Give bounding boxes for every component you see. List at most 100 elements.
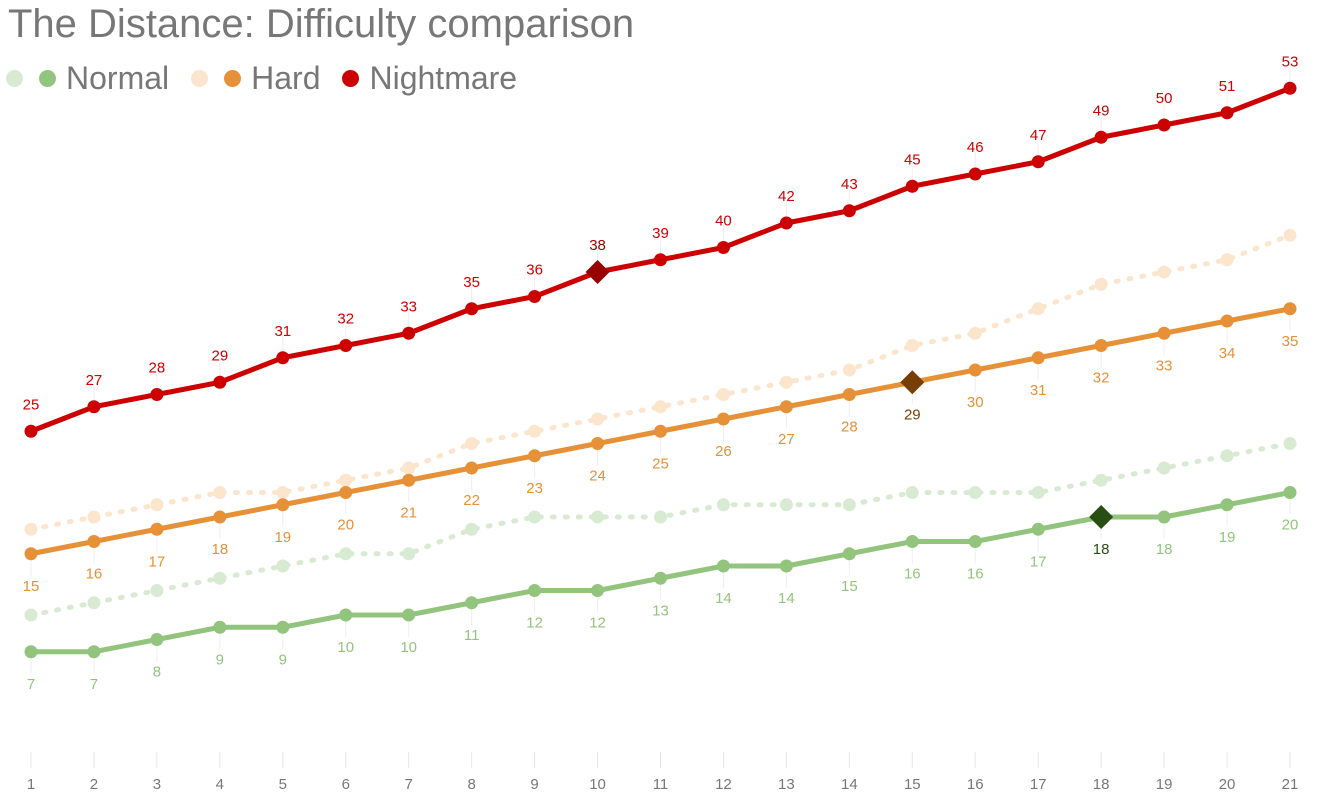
- series-nightmare-point-19[interactable]: [1157, 118, 1171, 132]
- series-normal-point-3[interactable]: [150, 633, 164, 646]
- series-hard-ghost-point-11[interactable]: [654, 400, 667, 414]
- series-nightmare-point-5[interactable]: [276, 351, 290, 365]
- series-normal-ghost-point-1[interactable]: [24, 608, 38, 622]
- series-nightmare-point-9[interactable]: [528, 290, 542, 303]
- series-hard-ghost-point-18[interactable]: [1094, 277, 1108, 291]
- series-hard-point-14[interactable]: [842, 388, 856, 401]
- series-hard-ghost-point-8[interactable]: [465, 437, 479, 450]
- series-hard-point-5[interactable]: [276, 498, 290, 512]
- series-nightmare-point-11[interactable]: [654, 253, 667, 267]
- series-nightmare-point-15[interactable]: [905, 179, 919, 193]
- series-normal-ghost-point-8[interactable]: [465, 522, 479, 536]
- series-normal-point-10[interactable]: [591, 584, 605, 597]
- series-hard-highlight-point-15[interactable]: [900, 370, 925, 395]
- series-nightmare-point-7[interactable]: [402, 326, 416, 340]
- series-hard-ghost-point-12[interactable]: [716, 388, 730, 401]
- legend-item-hard[interactable]: Hard: [191, 60, 320, 97]
- series-nightmare-point-8[interactable]: [465, 302, 479, 316]
- series-normal-point-20[interactable]: [1220, 498, 1234, 512]
- series-hard-point-17[interactable]: [1031, 351, 1045, 365]
- series-hard-ghost-point-7[interactable]: [402, 461, 416, 475]
- series-normal-ghost-point-20[interactable]: [1220, 449, 1234, 463]
- series-normal-point-15[interactable]: [905, 535, 919, 548]
- series-normal-ghost-point-10[interactable]: [591, 510, 605, 524]
- series-hard-ghost-point-5[interactable]: [276, 486, 290, 499]
- series-normal-ghost-point-6[interactable]: [339, 547, 353, 561]
- series-hard-ghost-point-9[interactable]: [528, 424, 542, 438]
- series-normal-ghost-point-16[interactable]: [968, 486, 982, 499]
- series-normal-highlight-point-18[interactable]: [1089, 505, 1114, 529]
- series-normal-ghost-point-2[interactable]: [87, 596, 101, 610]
- series-normal-ghost-point-3[interactable]: [150, 584, 164, 597]
- series-normal-point-12[interactable]: [716, 559, 730, 573]
- series-normal-ghost-point-17[interactable]: [1031, 486, 1045, 499]
- series-normal-point-8[interactable]: [465, 596, 479, 610]
- series-normal-ghost-point-18[interactable]: [1094, 473, 1108, 487]
- series-nightmare-point-1[interactable]: [24, 424, 38, 438]
- series-normal-ghost-point-7[interactable]: [402, 547, 416, 561]
- series-normal-ghost-point-14[interactable]: [842, 498, 856, 512]
- series-normal-ghost-point-13[interactable]: [779, 498, 793, 512]
- series-hard-point-4[interactable]: [213, 510, 227, 524]
- legend-item-nightmare[interactable]: Nightmare: [342, 60, 517, 97]
- series-hard-ghost-point-17[interactable]: [1031, 302, 1045, 316]
- series-nightmare-point-13[interactable]: [779, 216, 793, 230]
- series-hard-point-6[interactable]: [339, 486, 353, 499]
- series-normal-ghost-point-4[interactable]: [213, 571, 227, 585]
- series-hard-point-9[interactable]: [528, 449, 542, 463]
- series-nightmare-highlight-point-10[interactable]: [585, 260, 610, 284]
- series-hard-point-16[interactable]: [968, 363, 982, 377]
- series-nightmare-point-16[interactable]: [968, 167, 982, 181]
- series-nightmare-point-4[interactable]: [213, 375, 227, 389]
- series-nightmare-point-21[interactable]: [1283, 81, 1297, 95]
- series-hard-ghost-point-16[interactable]: [968, 326, 982, 340]
- series-nightmare-point-14[interactable]: [842, 204, 856, 218]
- series-hard-ghost-point-2[interactable]: [87, 510, 101, 524]
- series-normal-point-16[interactable]: [968, 535, 982, 548]
- legend-item-normal[interactable]: Normal: [6, 60, 169, 97]
- series-nightmare-point-3[interactable]: [150, 388, 164, 401]
- series-normal-ghost-point-5[interactable]: [276, 559, 290, 573]
- series-normal-ghost-point-11[interactable]: [654, 510, 667, 524]
- series-hard-ghost-point-21[interactable]: [1283, 228, 1297, 242]
- series-hard-point-18[interactable]: [1094, 339, 1108, 352]
- series-normal-point-7[interactable]: [402, 608, 416, 622]
- series-normal-point-14[interactable]: [842, 547, 856, 561]
- series-normal-point-19[interactable]: [1157, 510, 1171, 524]
- series-normal-ghost-point-15[interactable]: [905, 486, 919, 499]
- series-hard-point-3[interactable]: [150, 522, 164, 536]
- series-normal-ghost-point-12[interactable]: [716, 498, 730, 512]
- series-normal-point-11[interactable]: [654, 571, 667, 585]
- series-hard-point-1[interactable]: [24, 547, 38, 561]
- series-nightmare-point-12[interactable]: [716, 241, 730, 254]
- series-hard-ghost-point-3[interactable]: [150, 498, 164, 512]
- series-hard-point-21[interactable]: [1283, 302, 1297, 316]
- series-hard-point-20[interactable]: [1220, 314, 1234, 328]
- series-hard-point-12[interactable]: [716, 412, 730, 426]
- series-hard-ghost-point-20[interactable]: [1220, 253, 1234, 267]
- series-normal-ghost-point-19[interactable]: [1157, 461, 1171, 475]
- series-hard-ghost-point-6[interactable]: [339, 473, 353, 487]
- series-hard-ghost-point-15[interactable]: [905, 339, 919, 352]
- series-normal-point-13[interactable]: [779, 559, 793, 573]
- series-hard-ghost-point-4[interactable]: [213, 486, 227, 499]
- series-nightmare-point-20[interactable]: [1220, 106, 1234, 120]
- series-normal-point-2[interactable]: [87, 645, 101, 659]
- series-hard-point-13[interactable]: [779, 400, 793, 414]
- series-hard-ghost-point-10[interactable]: [591, 412, 605, 426]
- series-normal-ghost-point-21[interactable]: [1283, 437, 1297, 450]
- series-nightmare-point-18[interactable]: [1094, 130, 1108, 144]
- series-normal-point-5[interactable]: [276, 620, 290, 634]
- series-hard-point-19[interactable]: [1157, 326, 1171, 340]
- series-normal-ghost-point-9[interactable]: [528, 510, 542, 524]
- series-hard-ghost-point-14[interactable]: [842, 363, 856, 377]
- series-hard-point-11[interactable]: [654, 424, 667, 438]
- series-hard-ghost-point-13[interactable]: [779, 375, 793, 389]
- series-normal-point-21[interactable]: [1283, 486, 1297, 499]
- series-normal-point-4[interactable]: [213, 620, 227, 634]
- series-nightmare-point-2[interactable]: [87, 400, 101, 414]
- series-nightmare-point-6[interactable]: [339, 339, 353, 352]
- series-normal-point-1[interactable]: [24, 645, 38, 659]
- series-nightmare-point-17[interactable]: [1031, 155, 1045, 169]
- series-hard-point-8[interactable]: [465, 461, 479, 475]
